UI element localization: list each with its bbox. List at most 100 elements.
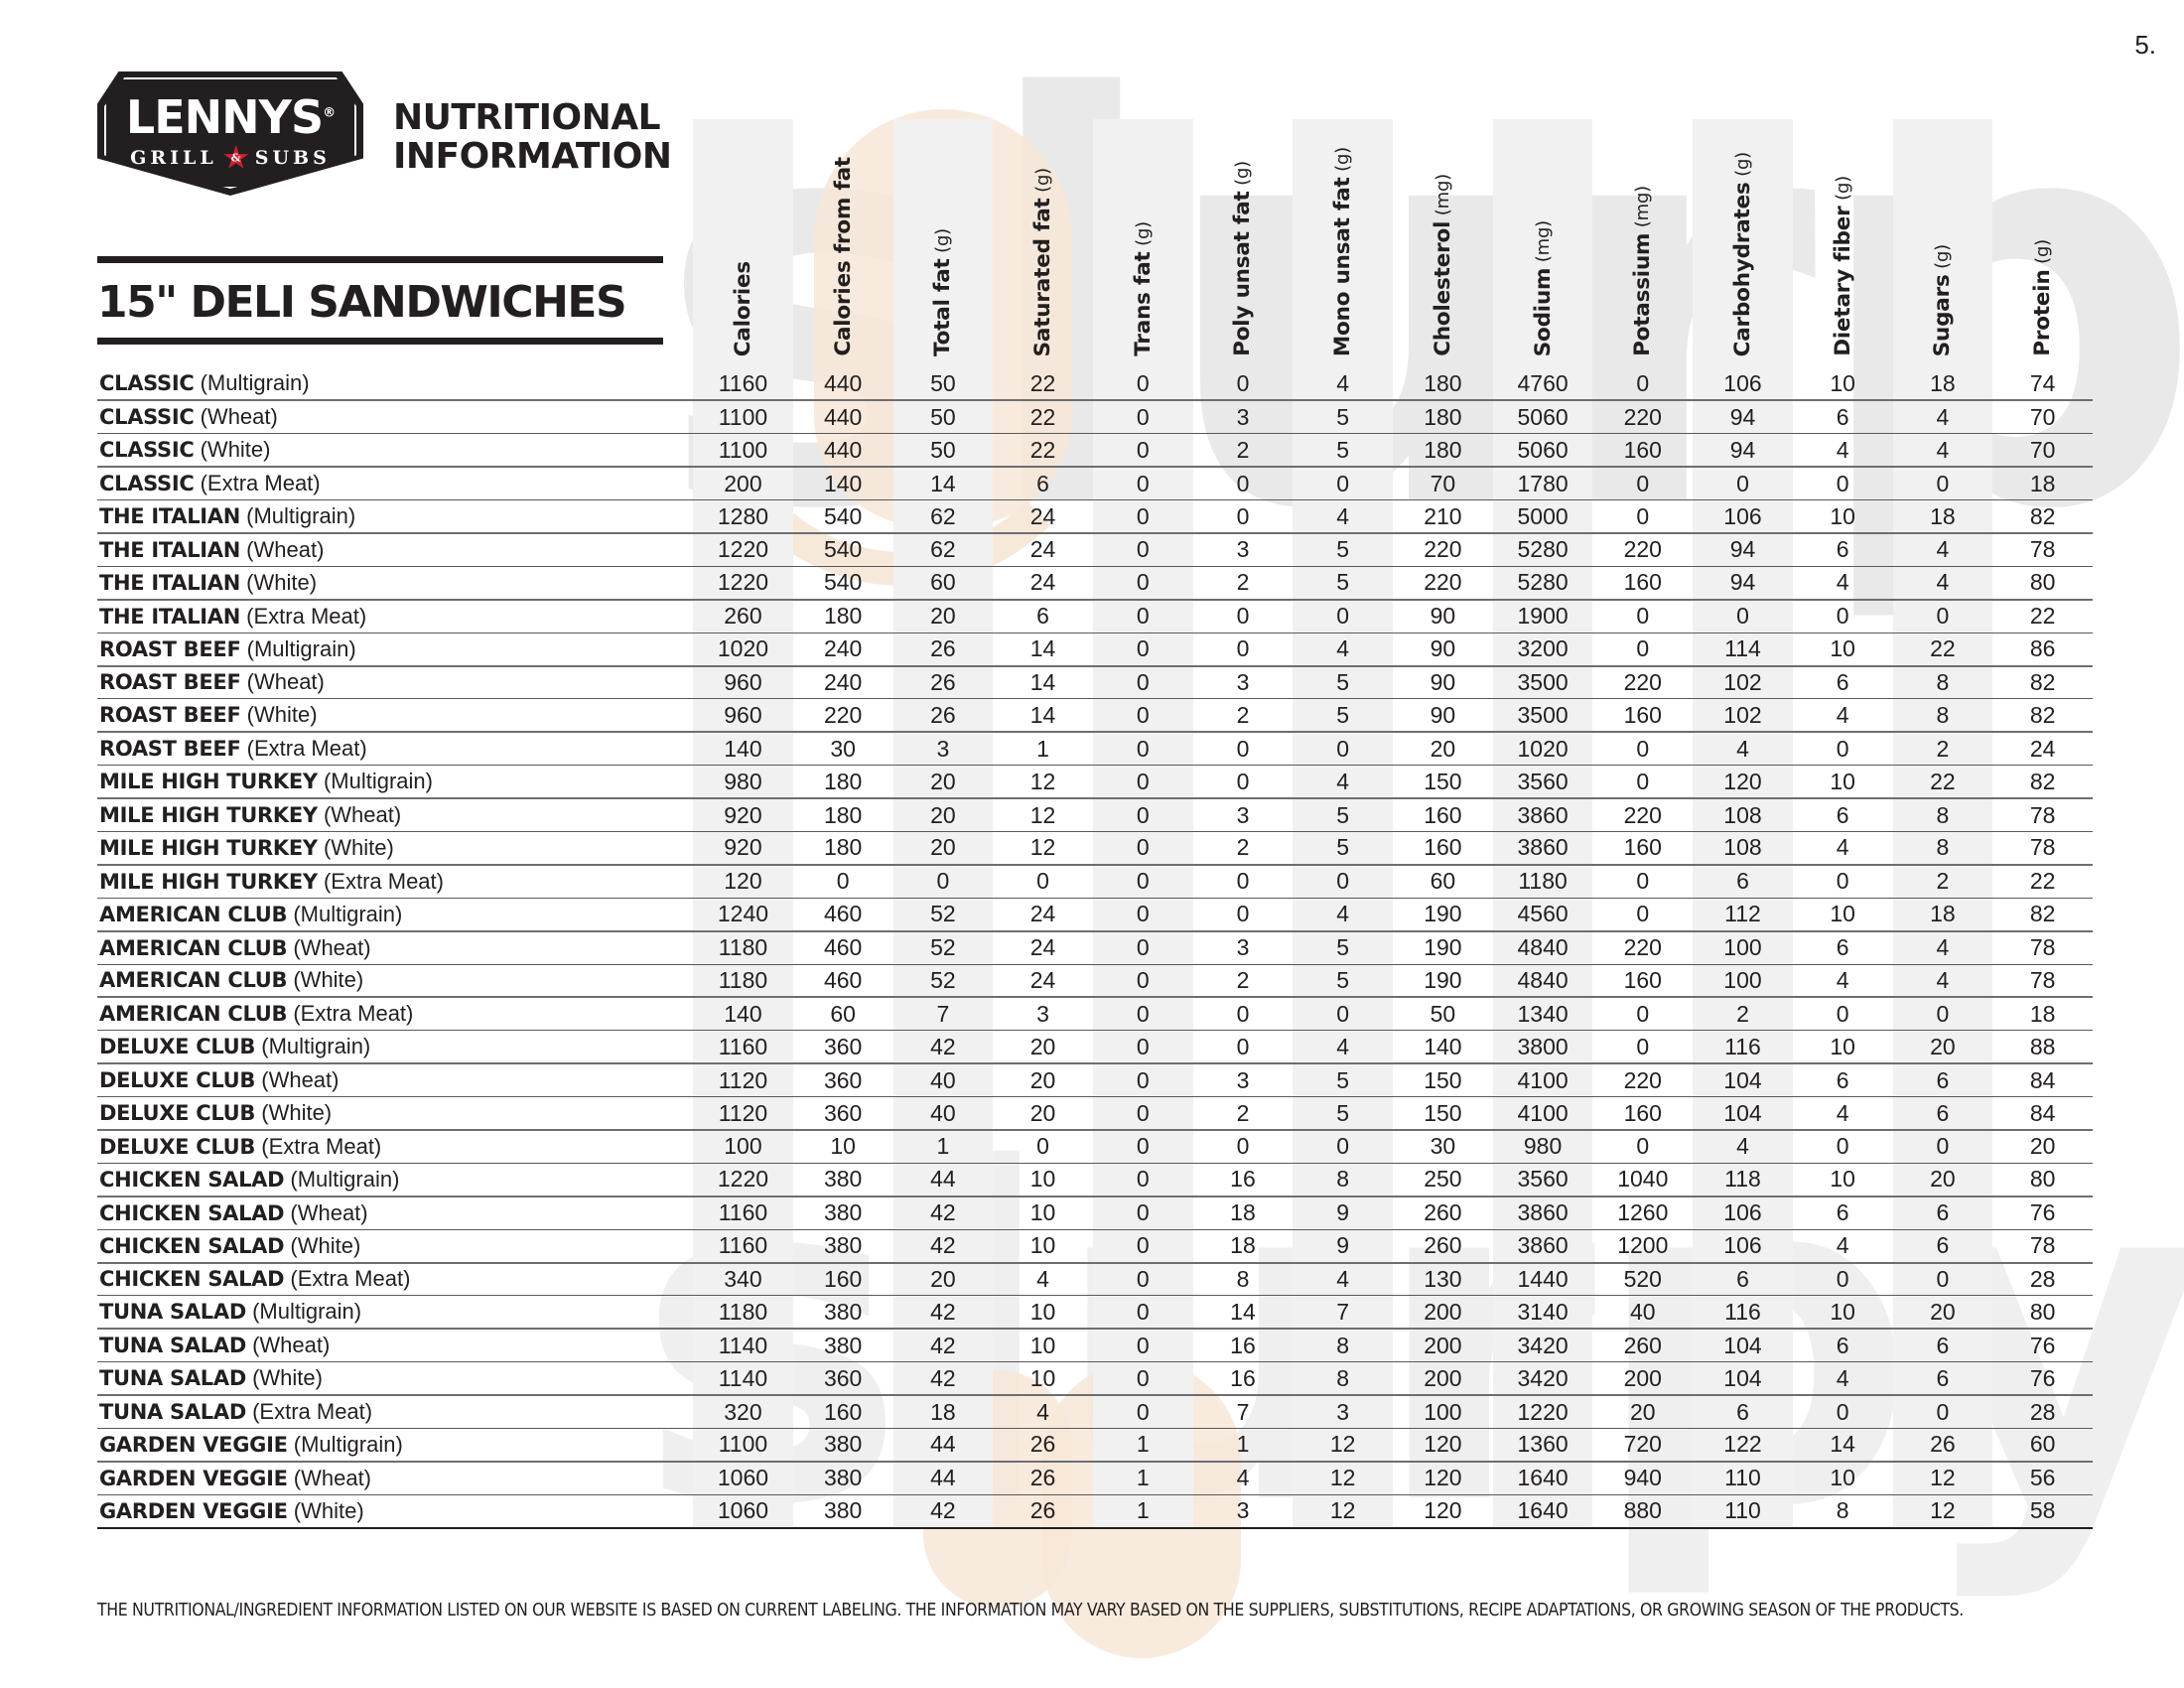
row-item-variant: (White) [245, 1365, 323, 1391]
cell-calories-from-fat: 360 [792, 1030, 893, 1064]
cell-calories-from-fat: 30 [792, 731, 893, 766]
cell-calories: 1160 [693, 1030, 793, 1064]
cell-calories-from-fat: 540 [792, 565, 893, 600]
row-item-title: CLASSIC [99, 371, 195, 396]
cell-calories-from-fat: 160 [792, 1261, 893, 1296]
cell-saturated-fat: 6 [993, 466, 1093, 500]
table-row: CLASSIC (Wheat) 1100 440 50 22 0 3 5 180 5060 220 9… [97, 399, 2093, 434]
cell-carbohydrates: 120 [1693, 765, 1793, 799]
cell-calories: 1240 [693, 897, 793, 931]
cell-mono-unsat-fat: 12 [1293, 1493, 1394, 1529]
table-row: TUNA SALAD (White) 1140 360 42 10 0 16 8 200 3420… [97, 1361, 2093, 1396]
cell-cholesterol: 260 [1393, 1195, 1493, 1230]
cell-total-fat: 42 [892, 1295, 994, 1330]
cell-poly-unsat-fat: 2 [1192, 830, 1294, 865]
row-item-title: ROAST BEEF [99, 703, 241, 728]
cell-total-fat: 26 [892, 698, 994, 733]
cell-calories: 1060 [693, 1493, 793, 1529]
cell-mono-unsat-fat: 4 [1293, 897, 1394, 931]
cell-protein: 18 [1992, 996, 2093, 1031]
cell-calories-from-fat: 540 [792, 531, 893, 567]
cell-cholesterol: 190 [1393, 929, 1493, 965]
row-item-title: DELUXE CLUB [99, 1035, 256, 1059]
cell-sugars: 2 [1892, 731, 1993, 766]
cell-poly-unsat-fat: 0 [1236, 369, 1250, 396]
cell-trans-fat: 0 [1092, 1328, 1193, 1362]
table-row: CLASSIC (Multigrain) 1160 440 50 22 0 0 4 180 476… [97, 367, 2093, 401]
row-item-name: AMERICAN CLUB (Multigrain) [97, 897, 694, 931]
table-row: GARDEN VEGGIE (White) 1060 380 42 26 1 3 12 120 1… [97, 1493, 2093, 1529]
cell-trans-fat: 0 [1092, 632, 1193, 666]
cell-potassium: 220 [1592, 929, 1694, 965]
row-item-variant: (White) [240, 702, 318, 728]
table-row: AMERICAN CLUB (Extra Meat) 140 60 7 3 0 0 0 50 13… [97, 996, 2093, 1031]
cell-sodium: 3420 [1492, 1361, 1593, 1396]
cell-poly-unsat-fat: 18 [1192, 1228, 1294, 1263]
row-item-variant: (White) [317, 834, 394, 860]
cell-potassium: 1040 [1592, 1162, 1694, 1196]
column-header-cholesterol: Cholesterol (mg) [1393, 119, 1493, 367]
cell-mono-unsat-fat: 4 [1293, 367, 1394, 401]
column-header-unit: (g) [1032, 167, 1054, 199]
cell-calories: 120 [693, 863, 793, 899]
cell-dietary-fiber: 10 [1792, 1460, 1893, 1495]
cell-poly-unsat-fat: 7 [1192, 1394, 1294, 1429]
cell-carbohydrates: 6 [1693, 1394, 1793, 1429]
cell-saturated-fat: 20 [993, 1062, 1093, 1097]
cell-mono-unsat-fat: 5 [1293, 830, 1394, 865]
table-row: MILE HIGH TURKEY (Extra Meat) 120 0 0 0 0 0 0 60… [97, 863, 2093, 899]
cell-sugars: 12 [1892, 1460, 1993, 1495]
cell-trans-fat: 0 [1092, 1228, 1193, 1263]
cell-sugars: 0 [1892, 598, 1993, 633]
cell-carbohydrates: 116 [1693, 1295, 1793, 1330]
logo-tagline-right: SUBS [254, 147, 331, 169]
row-item-variant: (Wheat) [194, 404, 278, 430]
cell-total-fat: 50 [892, 399, 994, 434]
cell-mono-unsat-fat: 5 [1293, 698, 1394, 733]
cell-sodium: 5280 [1492, 531, 1593, 567]
cell-dietary-fiber: 10 [1792, 1162, 1893, 1196]
cell-dietary-fiber: 0 [1792, 996, 1893, 1031]
cell-cholesterol: 210 [1393, 499, 1493, 533]
cell-sugars: 6 [1892, 1195, 1993, 1230]
cell-total-fat: 7 [892, 996, 994, 1031]
cell-calories-from-fat: 380 [792, 1295, 893, 1330]
column-header-label: Potassium (mg) [1630, 186, 1656, 356]
cell-protein: 86 [1992, 632, 2093, 666]
cell-saturated-fat: 22 [993, 399, 1093, 434]
cell-potassium: 0 [1592, 499, 1694, 533]
cell-calories-from-fat: 180 [792, 797, 893, 832]
cell-carbohydrates: 122 [1693, 1427, 1793, 1462]
table-row: CHICKEN SALAD (Wheat) 1160 380 42 10 0 18 9 260 3… [97, 1195, 2093, 1230]
row-item-title: THE ITALIAN [99, 537, 241, 562]
cell-sodium: 3500 [1492, 664, 1593, 699]
cell-saturated-fat: 22 [993, 433, 1093, 468]
cell-calories-from-fat: 440 [792, 433, 893, 468]
cell-sodium: 1780 [1492, 466, 1593, 500]
cell-carbohydrates: 104 [1693, 1328, 1793, 1362]
cell-sodium: 1220 [1492, 1394, 1593, 1429]
cell-total-fat: 42 [892, 1228, 994, 1263]
cell-cholesterol: 90 [1393, 598, 1493, 633]
cell-dietary-fiber: 6 [1792, 797, 1893, 832]
cell-sugars: 8 [1892, 830, 1993, 865]
cell-potassium: 220 [1592, 1062, 1694, 1097]
table-row: MILE HIGH TURKEY (Multigrain) 980 180 20 12 0… [97, 765, 2093, 799]
column-header-calories-from-fat: Calories from fat [793, 119, 893, 367]
cell-sodium: 3860 [1492, 830, 1593, 865]
table-row: ROAST BEEF (Multigrain) 1020 240 26 14 0 0 4 90 3… [97, 632, 2093, 666]
cell-protein: 56 [1992, 1460, 2093, 1495]
row-item-name: GARDEN VEGGIE (Multigrain) [97, 1427, 694, 1462]
cell-sodium: 5280 [1492, 565, 1593, 600]
row-item-variant: (Extra Meat) [245, 1399, 373, 1425]
row-item-variant: (Wheat) [317, 802, 402, 828]
cell-carbohydrates: 110 [1693, 1460, 1793, 1495]
cell-potassium: 1200 [1592, 1228, 1694, 1263]
cell-protein: 78 [1992, 929, 2093, 965]
cell-mono-unsat-fat: 8 [1293, 1328, 1394, 1362]
cell-cholesterol: 180 [1393, 433, 1493, 468]
cell-potassium: 520 [1592, 1261, 1694, 1296]
cell-poly-unsat-fat: 3 [1192, 531, 1294, 567]
column-header-dietary-fiber: Dietary fiber (g) [1793, 119, 1893, 367]
cell-total-fat: 42 [892, 1328, 994, 1362]
